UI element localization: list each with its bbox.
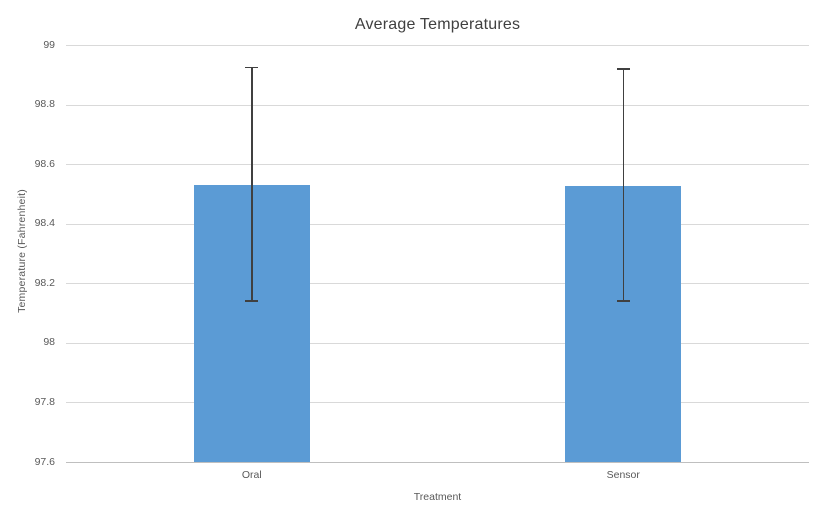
y-tick-label: 98.4	[34, 217, 55, 230]
y-tick-label: 98.2	[34, 276, 55, 289]
y-tick-label: 98	[43, 336, 55, 349]
gridline	[66, 45, 809, 46]
x-category-label: Sensor	[606, 469, 640, 481]
gridline	[66, 104, 809, 106]
error-bar-cap-bottom	[616, 300, 630, 302]
chart-title: Average Temperatures	[354, 16, 521, 33]
error-bar-cap-top	[616, 68, 630, 70]
gridline	[66, 342, 809, 344]
y-axis-title: Temperature (Fahrenheit)	[16, 189, 28, 313]
x-category-label: Oral	[241, 469, 262, 481]
error-bar-cap-top	[245, 66, 259, 69]
y-tick-label: 97.8	[34, 395, 55, 408]
gridline	[66, 402, 809, 404]
gridline	[66, 223, 809, 225]
y-tick-label: 98.8	[34, 98, 55, 111]
x-axis-title: Treatment	[413, 491, 462, 503]
gridline	[66, 283, 809, 285]
error-bar-cap-bottom	[245, 300, 259, 302]
error-bar-line	[251, 67, 253, 302]
y-tick-label: 97.6	[34, 455, 55, 468]
y-tick-label: 99	[43, 38, 55, 51]
y-tick-label: 98.6	[34, 157, 55, 170]
error-bar-line	[622, 68, 624, 302]
x-axis-line	[66, 462, 809, 463]
gridline	[66, 164, 809, 166]
